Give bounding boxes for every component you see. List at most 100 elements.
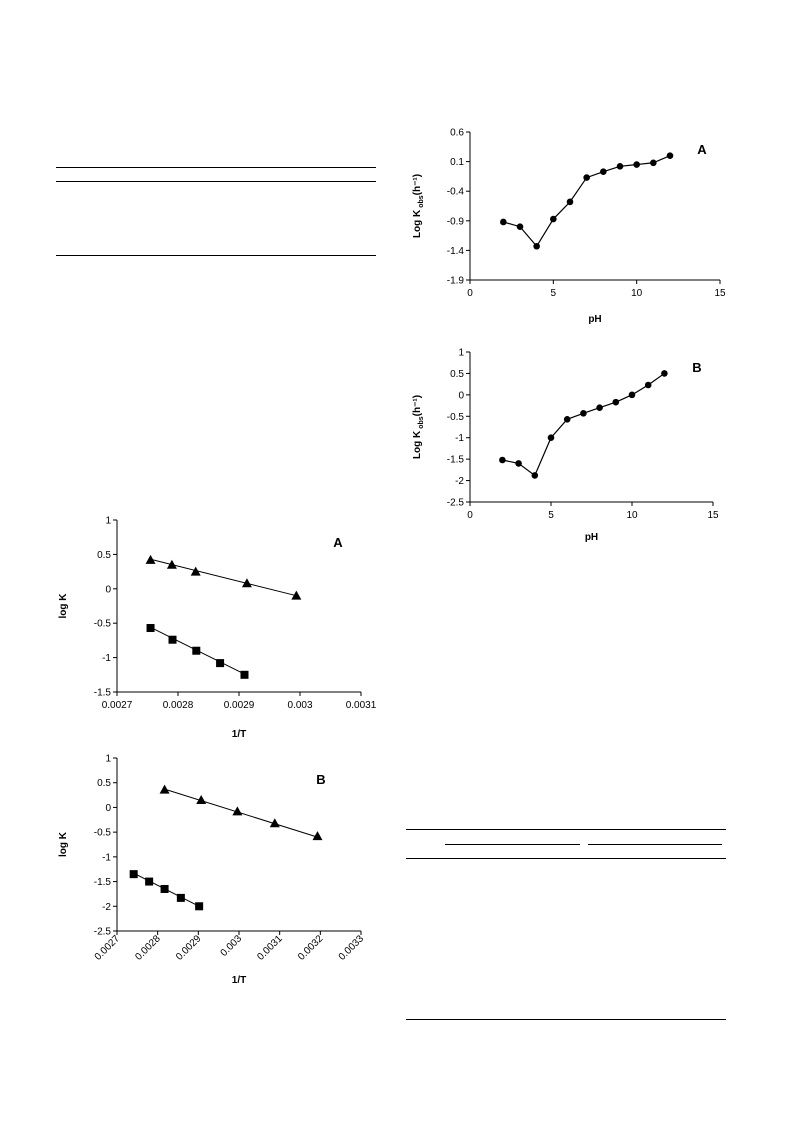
- data-point: [515, 460, 522, 467]
- y-tick-label: -1: [102, 852, 111, 863]
- data-point: [616, 163, 624, 170]
- x-tick-label: 0.0028: [163, 700, 194, 711]
- x-tick-label: 0.0032: [296, 933, 326, 963]
- data-point: [628, 391, 636, 399]
- data-point: [232, 806, 243, 816]
- data-point: [145, 554, 156, 564]
- data-point: [269, 818, 280, 828]
- table1-header-rule: [56, 181, 376, 182]
- data-point: [216, 659, 225, 668]
- y-tick-label: -0.4: [447, 187, 465, 198]
- y-axis-label: Log K obs(h⁻¹): [412, 174, 425, 238]
- y-tick-label: -1: [455, 433, 464, 444]
- data-point: [580, 409, 587, 417]
- x-tick-label: 15: [707, 510, 719, 521]
- panel-label: B: [692, 360, 701, 375]
- x-tick-label: 0.0033: [337, 933, 367, 963]
- series-1: [500, 152, 674, 250]
- data-point: [240, 670, 249, 679]
- y-tick-label: -0.5: [94, 828, 112, 839]
- data-point: [291, 590, 302, 600]
- x-tick-label: 0.0028: [133, 933, 163, 963]
- y-tick-label: 0.1: [450, 157, 464, 168]
- x-tick-label: 10: [631, 288, 643, 299]
- y-tick-label: -1: [102, 653, 111, 664]
- y-tick-label: 0.5: [450, 369, 464, 380]
- x-tick-label: 0.0027: [102, 700, 133, 711]
- data-point: [533, 242, 540, 250]
- data-point: [644, 381, 652, 389]
- data-point: [583, 174, 590, 181]
- y-tick-label: 0.5: [97, 550, 111, 561]
- data-point: [160, 884, 169, 893]
- data-point: [168, 635, 177, 644]
- data-point: [563, 415, 571, 423]
- data-point: [500, 218, 507, 226]
- series-1: [145, 554, 302, 600]
- y-tick-label: -1.5: [447, 455, 465, 466]
- y-tick-label: -0.5: [447, 412, 465, 423]
- table1-bottom-rule: [56, 255, 376, 256]
- arrhenius-chart-b: 1 0.5 0 -0.5 -1 -1.5 -2 -2.5 0.0027 0.0028 0.0029 0…: [50, 750, 380, 1000]
- y-tick-label: -2.5: [447, 498, 465, 509]
- data-point: [612, 398, 620, 406]
- y-tick-label: -0.9: [447, 216, 465, 227]
- data-point: [600, 168, 607, 175]
- data-point: [547, 434, 555, 442]
- x-tick-label: 5: [548, 510, 554, 521]
- series-line: [502, 372, 665, 477]
- arrhenius-chart-a: 1 0.5 0 -0.5 -1 -1.5 0.0027 0.0028 0.0029 0.003 0.…: [50, 510, 380, 745]
- y-tick-label: -1.5: [94, 688, 112, 699]
- x-tick-label: 0: [467, 288, 473, 299]
- series-1: [159, 784, 323, 841]
- panel-label: A: [697, 142, 707, 157]
- y-axis-label: log K: [58, 593, 69, 619]
- data-point: [166, 559, 177, 569]
- data-point: [195, 902, 204, 911]
- x-tick-label: 5: [551, 288, 557, 299]
- data-point: [190, 566, 201, 576]
- ph-chart-a: 0.6 0.1 -0.4 -0.9 -1.4 -1.9 0 5 10 15 pH Log K obs(…: [400, 120, 740, 330]
- x-axis-label: pH: [588, 314, 601, 325]
- table2-header-rule: [406, 858, 726, 859]
- x-tick-label: 0.003: [287, 700, 312, 711]
- y-tick-label: 1: [458, 348, 464, 359]
- data-point: [241, 578, 252, 588]
- data-point: [312, 831, 323, 841]
- table2-group-rule-right: [588, 844, 722, 845]
- series-2: [146, 624, 249, 679]
- ph-chart-b: 1 0.5 0 -0.5 -1 -1.5 -2 -2.5 0 5 10 15 pH Log K obs(h…: [400, 342, 740, 552]
- data-point: [550, 215, 557, 223]
- y-tick-label: -2.5: [94, 927, 112, 938]
- data-point: [661, 370, 668, 377]
- x-axis-label: 1/T: [232, 729, 246, 740]
- data-point: [146, 624, 155, 633]
- y-tick-label: 0: [105, 803, 111, 814]
- data-point: [516, 223, 524, 231]
- y-tick-label: -1.9: [447, 276, 465, 287]
- x-axis-label: pH: [585, 532, 598, 543]
- y-tick-label: -2: [102, 902, 111, 913]
- data-point: [650, 159, 657, 167]
- x-tick-label: 10: [626, 510, 638, 521]
- series-2: [129, 870, 204, 911]
- data-point: [499, 456, 506, 464]
- data-point: [196, 795, 207, 805]
- x-axis-label: 1/T: [232, 975, 246, 986]
- data-point: [145, 877, 154, 886]
- table2-group-rule-left: [445, 844, 580, 845]
- y-tick-label: -0.5: [94, 619, 112, 630]
- table2-bottom-rule: [406, 1019, 726, 1020]
- x-tick-label: 0.0031: [346, 700, 377, 711]
- panel-label: A: [333, 535, 343, 550]
- y-tick-label: 1: [105, 516, 111, 527]
- data-point: [596, 404, 603, 412]
- y-axis-label: Log K obs(h⁻¹): [412, 395, 425, 459]
- x-tick-label: 0.003: [219, 933, 245, 959]
- y-tick-label: 0.6: [450, 128, 464, 139]
- data-point: [633, 161, 640, 168]
- table1-top-rule: [56, 167, 376, 168]
- x-tick-label: 0.0031: [255, 933, 285, 963]
- data-point: [129, 870, 138, 879]
- x-tick-label: 0.0029: [174, 933, 204, 963]
